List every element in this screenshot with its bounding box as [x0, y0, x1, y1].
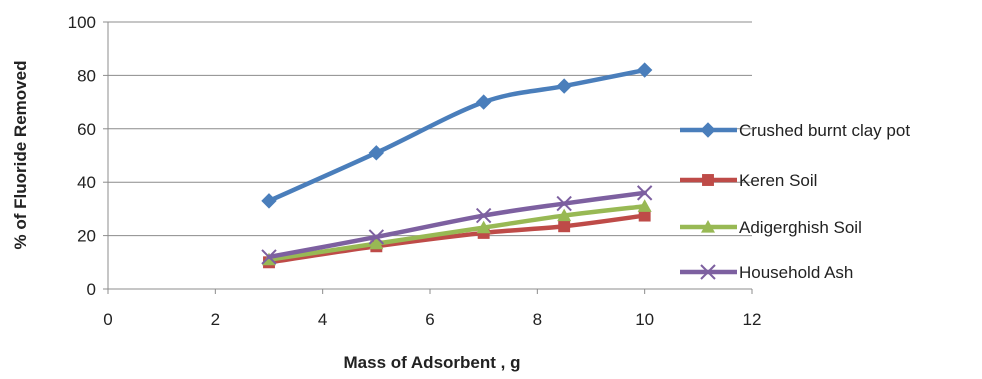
series-line [266, 67, 647, 204]
data-point [475, 207, 492, 224]
series-household-ash [261, 185, 653, 265]
x-tick-label: 6 [425, 310, 434, 329]
legend-label: Crushed burnt clay pot [739, 121, 910, 140]
data-point [368, 229, 385, 245]
x-tick-label: 2 [211, 310, 220, 329]
axes: 0 20 40 60 80 100 0 2 4 6 8 10 12 [68, 13, 762, 329]
data-point [700, 264, 716, 280]
y-tick-label: 20 [77, 227, 96, 246]
legend-item: Crushed burnt clay pot [680, 121, 910, 140]
data-point [476, 220, 491, 234]
x-stroke [556, 195, 572, 212]
legend-label: Household Ash [739, 263, 853, 282]
data-point [475, 94, 492, 110]
data-point [558, 220, 571, 233]
data-point [556, 195, 572, 212]
series-adigerghish-soil [262, 199, 652, 266]
y-tick-label: 60 [77, 120, 96, 139]
data-point [636, 62, 653, 78]
x-tick-label: 12 [743, 310, 762, 329]
series-crushed-burnt-clay-pot [261, 62, 653, 209]
y-axis-title: % of Fluoride Removed [11, 61, 30, 250]
legend-item: Keren Soil [680, 171, 817, 190]
data-point [700, 122, 716, 138]
series-line [266, 203, 647, 262]
data-point [261, 193, 277, 209]
data-point [701, 220, 715, 233]
y-tick-label: 80 [77, 66, 96, 85]
legend-label: Adigerghish Soil [739, 218, 862, 237]
x-stroke [475, 207, 492, 224]
legend-label: Keren Soil [739, 171, 817, 190]
data-point [557, 208, 572, 222]
x-tick-label: 4 [318, 310, 327, 329]
data-point [637, 199, 652, 212]
x-stroke [368, 229, 385, 245]
data-point [556, 78, 572, 94]
x-tick-label: 8 [533, 310, 542, 329]
data-point [636, 185, 653, 201]
x-stroke [636, 185, 653, 201]
x-tick-label: 10 [635, 310, 654, 329]
x-stroke [261, 249, 277, 265]
y-tick-label: 100 [68, 13, 96, 32]
x-stroke [700, 264, 716, 280]
data-point [702, 174, 714, 186]
legend-item: Adigerghish Soil [680, 218, 862, 237]
y-tick-label: 40 [77, 173, 96, 192]
x-axis-title: Mass of Adsorbent , g [344, 353, 521, 372]
y-tick-label: 0 [87, 280, 96, 299]
series-layer [261, 62, 653, 269]
x-tick-label: 0 [103, 310, 112, 329]
data-point [261, 249, 277, 265]
data-point [368, 145, 385, 161]
legend-item: Household Ash [680, 263, 853, 282]
data-point [369, 236, 384, 250]
data-point [638, 209, 651, 222]
legend: Crushed burnt clay pot Keren Soil Adigergh… [680, 121, 910, 282]
